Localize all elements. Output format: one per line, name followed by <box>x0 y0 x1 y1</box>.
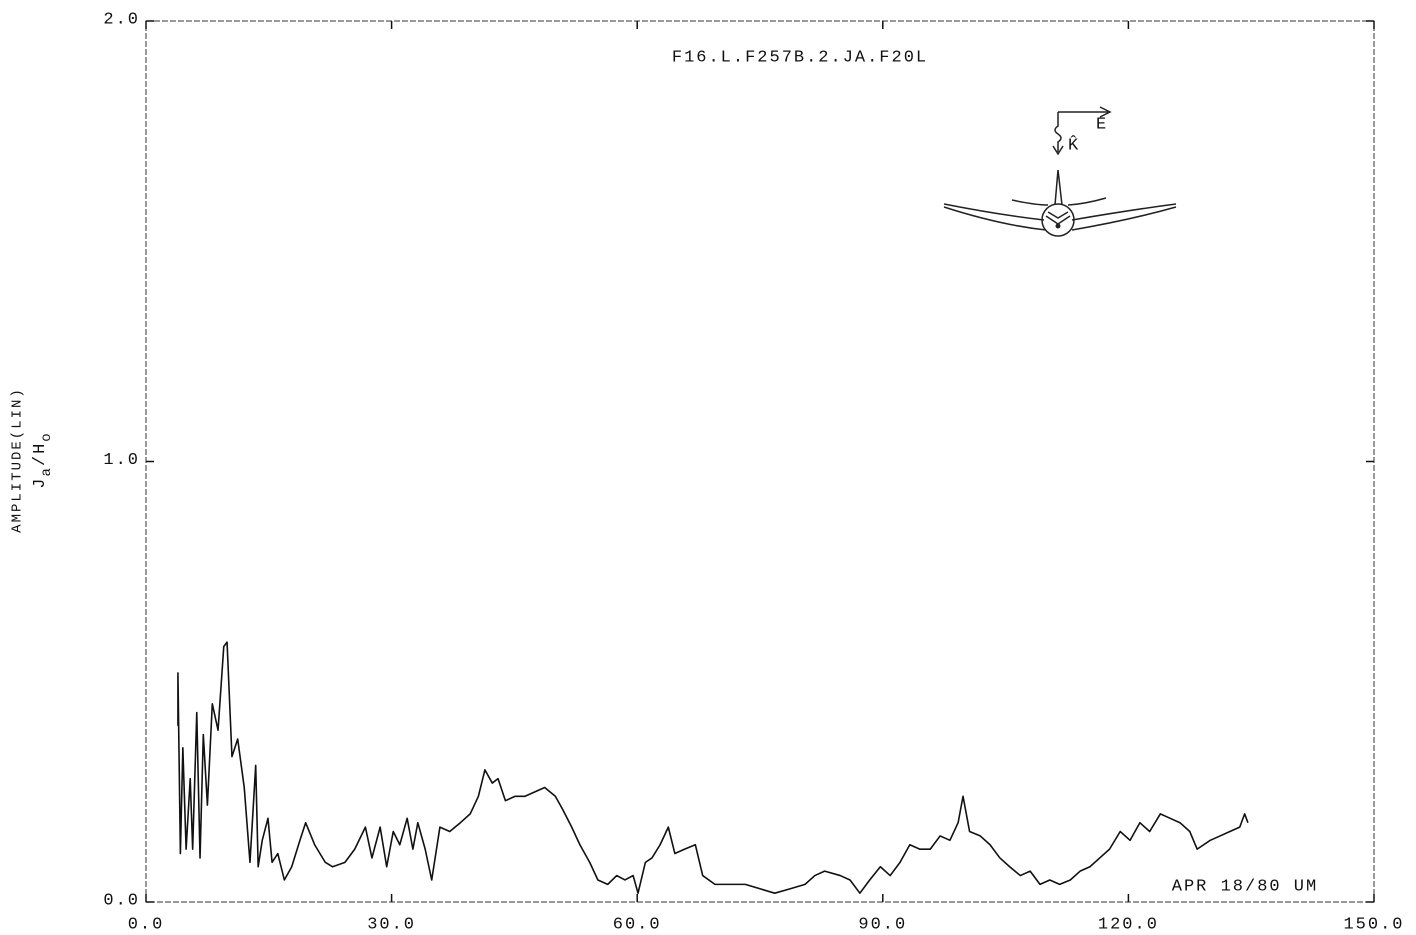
y-tick-label: 0.0 <box>103 891 140 910</box>
e-arrowhead <box>1099 106 1112 118</box>
chart-title: F16.L.F257B.2.JA.F20L <box>672 48 928 67</box>
inset-label: K̂ <box>1068 135 1080 156</box>
y-tick-label: 1.0 <box>103 451 140 470</box>
x-tick-label: 150.0 <box>1343 915 1404 934</box>
y-tick-label: 2.0 <box>103 10 140 29</box>
symbol: /H <box>31 442 50 466</box>
x-tick-label: 90.0 <box>858 915 907 934</box>
plot-frame <box>145 20 1375 903</box>
inset-label: E <box>1096 115 1108 134</box>
annotation: APR 18/80 UM <box>1172 877 1318 896</box>
x-tick-label: 120.0 <box>1098 915 1159 934</box>
x-tick-label: 30.0 <box>367 915 416 934</box>
y-axis-quantity: Ja/Ho <box>31 431 54 488</box>
symbol: J <box>31 477 50 489</box>
aircraft-sketch: E K̂ <box>943 106 1177 237</box>
subscript: o <box>39 431 55 441</box>
k-arrow <box>1054 112 1062 152</box>
tailplane <box>1011 197 1107 206</box>
wings <box>943 203 1177 231</box>
k-arrowhead <box>1052 145 1064 156</box>
subscript: a <box>39 466 55 476</box>
fuselage <box>1041 203 1075 237</box>
data-line <box>177 641 1249 894</box>
nose <box>1055 223 1061 229</box>
canopy <box>1045 211 1071 225</box>
x-tick-label: 60.0 <box>613 915 662 934</box>
fin <box>1054 169 1063 206</box>
x-tick-label: 0.0 <box>128 915 165 934</box>
y-axis-label: AMPLITUDE(LIN) <box>10 387 26 533</box>
